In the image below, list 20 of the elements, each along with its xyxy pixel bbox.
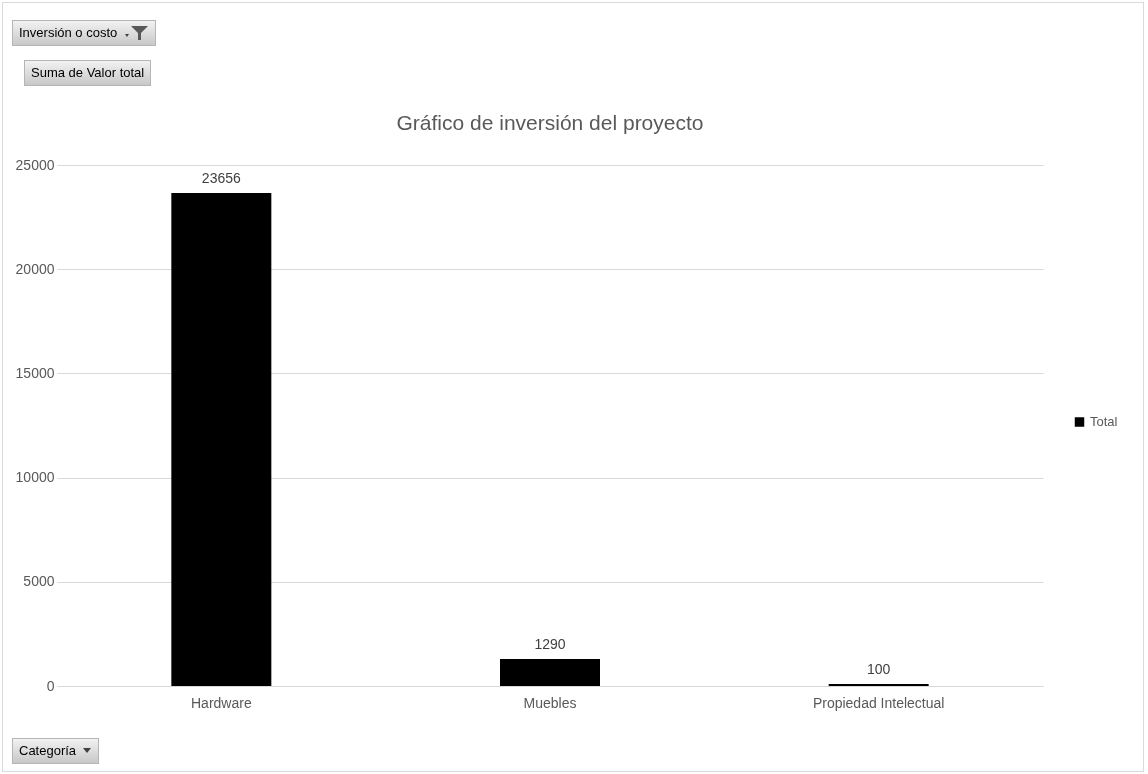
data-label: 100 — [866, 660, 891, 677]
y-tick-label: 20000 — [15, 260, 55, 277]
y-tick-label: 10000 — [15, 469, 55, 486]
bar — [171, 193, 272, 686]
bar — [500, 659, 600, 686]
text: Inversión o costo — [19, 24, 118, 42]
data-label: 1290 — [534, 636, 566, 653]
x-tick-label: Propiedad Intelectual — [812, 694, 945, 711]
y-tick-label: 5000 — [23, 573, 55, 590]
bar — [828, 683, 929, 686]
text: Suma de Valor total — [31, 64, 145, 82]
chart-title: Gráfico de inversión del proyecto — [396, 111, 704, 134]
legend-label: Total — [1090, 414, 1118, 429]
y-tick-label: 0 — [46, 677, 55, 694]
y-tick-label: 25000 — [15, 156, 55, 173]
text: Categoría — [19, 742, 77, 760]
y-tick-label: 15000 — [15, 364, 55, 381]
data-label: 23656 — [201, 170, 242, 187]
x-tick-label: Muebles — [523, 694, 577, 711]
x-tick-label: Hardware — [190, 694, 252, 711]
